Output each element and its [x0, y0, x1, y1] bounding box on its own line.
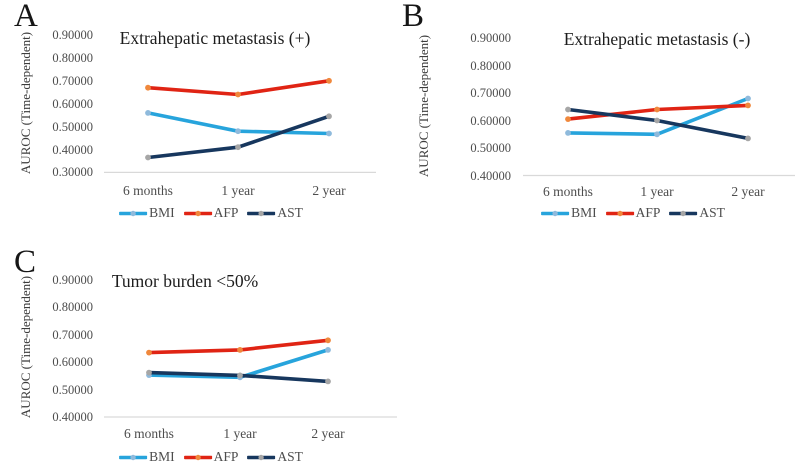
legend-label: BMI [149, 449, 175, 464]
x-tick-label: 6 months [124, 426, 174, 441]
y-tick-label: 0.70000 [470, 86, 511, 100]
data-point-marker-afp [146, 349, 152, 356]
legend-item-afp: AFP [183, 449, 239, 465]
data-point-marker-afp [326, 77, 332, 84]
y-tick-label: 0.60000 [470, 113, 511, 128]
legend-item-ast: AST [247, 449, 303, 465]
legend: BMI AFP AST [541, 205, 725, 221]
data-point-marker-afp [654, 106, 660, 113]
panel-letter: B [402, 0, 425, 34]
legend-label: AFP [635, 205, 661, 220]
y-tick-label: 0.40000 [52, 410, 93, 424]
data-point-marker-afp [237, 347, 243, 353]
x-tick-label: 2 year [311, 426, 345, 441]
x-tick-label: 1 year [640, 184, 674, 199]
y-tick-label: 0.50000 [52, 119, 93, 134]
x-tick-label: 2 year [312, 183, 346, 198]
y-tick-label: 0.80000 [470, 58, 511, 73]
data-point-marker-bmi [326, 130, 332, 137]
legend-line-swatch-bmi [119, 454, 148, 460]
y-tick-label: 0.60000 [52, 355, 93, 370]
plot-area [104, 337, 397, 418]
y-tick-label: 0.90000 [52, 28, 93, 42]
legend-line-swatch-bmi [119, 210, 148, 216]
legend-line-swatch-afp [605, 210, 634, 216]
legend-label: BMI [571, 205, 597, 220]
panel-letter: A [14, 0, 38, 34]
y-tick-label: 0.60000 [52, 96, 93, 111]
legend-line-swatch-ast [247, 210, 276, 216]
y-tick-label: 0.90000 [470, 31, 511, 45]
data-point-marker-bmi [654, 131, 660, 138]
legend-line-swatch-bmi [541, 210, 570, 216]
legend-item-bmi: BMI [119, 449, 175, 465]
data-point-marker-afp [565, 116, 571, 122]
legend-label: AST [277, 449, 303, 464]
data-point-marker-bmi [325, 347, 331, 353]
chart-panel-c: C Tumor burden <50% AUROC (Time-dependen… [0, 234, 400, 468]
data-point-marker-afp [745, 102, 751, 109]
legend-item-ast: AST [247, 205, 303, 221]
legend-line-swatch-ast [247, 454, 276, 460]
chart-title: Tumor burden <50% [111, 271, 259, 291]
y-tick-label: 0.40000 [52, 142, 93, 157]
legend-item-afp: AFP [183, 205, 239, 221]
x-tick-label: 6 months [543, 184, 593, 199]
data-point-marker-ast [326, 113, 332, 120]
legend: BMI AFP AST [119, 205, 303, 221]
y-tick-label: 0.70000 [52, 327, 93, 342]
data-point-marker-ast [654, 117, 660, 124]
legend-item-afp: AFP [605, 205, 661, 221]
y-tick-label: 0.80000 [52, 300, 93, 315]
legend-line-swatch-ast [669, 210, 698, 216]
chart-title: Extrahepatic metastasis (-) [563, 29, 751, 49]
y-tick-label: 0.40000 [470, 168, 511, 183]
data-point-marker-ast [745, 135, 751, 142]
legend-label: BMI [149, 205, 175, 220]
data-point-marker-bmi [565, 130, 571, 136]
data-point-marker-bmi [745, 95, 751, 102]
legend-item-ast: AST [669, 205, 725, 221]
chart-panel-a: A Extrahepatic metastasis (+) AUROC (Tim… [0, 0, 397, 232]
plot-area [104, 77, 376, 173]
plot-area [523, 95, 795, 177]
y-tick-label: 0.30000 [52, 165, 93, 180]
legend-label: AFP [213, 449, 239, 464]
data-point-marker-ast [145, 154, 151, 161]
x-tick-label: 1 year [221, 183, 255, 198]
legend: BMI AFP AST [119, 449, 303, 465]
chart-panel-b: B Extrahepatic metastasis (-) AUROC (Tim… [397, 0, 797, 232]
legend-label: AST [699, 205, 725, 220]
y-tick-label: 0.70000 [52, 73, 93, 88]
data-point-marker-ast [237, 372, 243, 379]
legend-item-bmi: BMI [541, 205, 597, 221]
legend-line-swatch-afp [183, 210, 212, 216]
x-tick-label: 1 year [223, 426, 257, 441]
data-point-marker-ast [325, 378, 331, 385]
legend-label: AST [277, 205, 303, 220]
y-tick-label: 0.90000 [52, 273, 93, 287]
x-tick-label: 2 year [731, 184, 765, 199]
y-tick-label: 0.80000 [52, 50, 93, 65]
data-point-marker-afp [325, 337, 331, 344]
series-line-ast [146, 114, 331, 160]
data-point-marker-afp [145, 84, 151, 91]
chart-title: Extrahepatic metastasis (+) [119, 28, 311, 48]
data-point-marker-bmi [145, 110, 151, 116]
y-tick-label: 0.50000 [470, 141, 511, 155]
data-point-marker-ast [146, 369, 152, 376]
panel-letter: C [14, 244, 37, 280]
y-tick-label: 0.50000 [52, 382, 93, 397]
data-point-marker-ast [565, 106, 571, 113]
legend-line-swatch-afp [183, 454, 212, 460]
data-point-marker-ast [235, 144, 241, 151]
legend-item-bmi: BMI [119, 205, 175, 221]
data-point-marker-afp [235, 91, 241, 98]
legend-label: AFP [213, 205, 239, 220]
data-point-marker-bmi [235, 128, 241, 135]
x-tick-label: 6 months [123, 183, 173, 198]
